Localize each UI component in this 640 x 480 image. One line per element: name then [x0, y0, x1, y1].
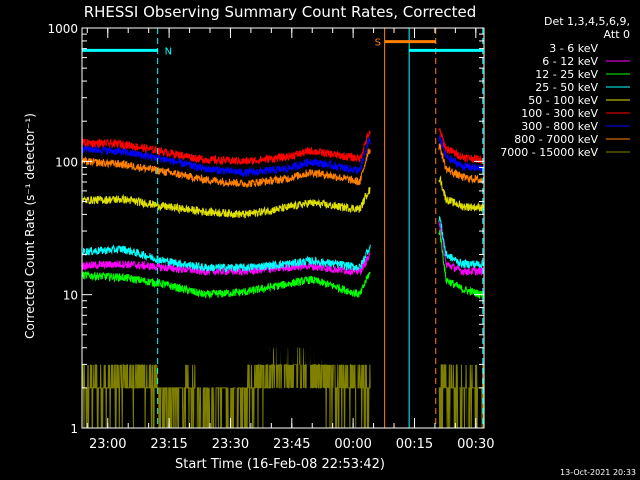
plot-layer: NS	[81, 28, 484, 428]
x-tick-label-5: 00:15	[396, 437, 433, 452]
y-tick-label-2: 100	[55, 155, 78, 169]
x-tick-label-4: 00:00	[334, 437, 371, 452]
x-tick-label-3: 23:45	[273, 437, 310, 452]
x-tick-label-1: 23:15	[150, 437, 187, 452]
legend-label-5: 100 - 300 keV	[521, 107, 598, 120]
axis-layer: 1 10 100 1000 23:00 23:15 23:30 23:45 00:00 00:15…	[47, 22, 494, 452]
legend-label-0: 3 - 6 keV	[549, 42, 598, 55]
y-axis-label: Corrected Count Rate (s⁻¹ detector⁻¹)	[23, 113, 37, 339]
y-tick-label-0: 1	[70, 422, 78, 436]
legend-label-1: 6 - 12 keV	[542, 55, 598, 68]
chart-title: RHESSI Observing Summary Count Rates, Co…	[84, 3, 477, 21]
legend-label-7: 800 - 7000 keV	[514, 133, 598, 146]
legend-label-8: 7000 - 15000 keV	[500, 146, 598, 159]
series-line-3	[82, 215, 484, 273]
legend-header: Det 1,3,4,5,6,9,	[544, 15, 630, 28]
legend-label-2: 12 - 25 keV	[535, 68, 598, 81]
x-tick-label-6: 00:30	[457, 437, 494, 452]
series-line-6	[82, 135, 484, 178]
series-line-0	[82, 323, 484, 428]
legend-label-6: 300 - 800 keV	[521, 120, 598, 133]
legend-label-3: 25 - 50 keV	[535, 81, 598, 94]
x-tick-label-0: 23:00	[89, 437, 126, 452]
generation-timestamp: 13-Oct-2021 20:33	[560, 468, 636, 477]
series-line-7	[82, 142, 484, 188]
series-line-4	[82, 175, 484, 219]
plot-frame	[81, 27, 485, 429]
series-line-5	[82, 128, 484, 166]
y-tick-label-1: 10	[63, 289, 78, 303]
y-tick-label-3: 1000	[47, 22, 78, 36]
annotation-label-1: S	[375, 38, 381, 49]
x-axis-label: Start Time (16-Feb-08 22:53:42)	[175, 457, 385, 472]
legend-subheader: Att 0	[604, 28, 630, 41]
x-tick-label-2: 23:30	[212, 437, 249, 452]
annotation-label-0: N	[165, 46, 172, 57]
series-line-1	[82, 220, 484, 277]
legend-label-4: 50 - 100 keV	[528, 94, 598, 107]
